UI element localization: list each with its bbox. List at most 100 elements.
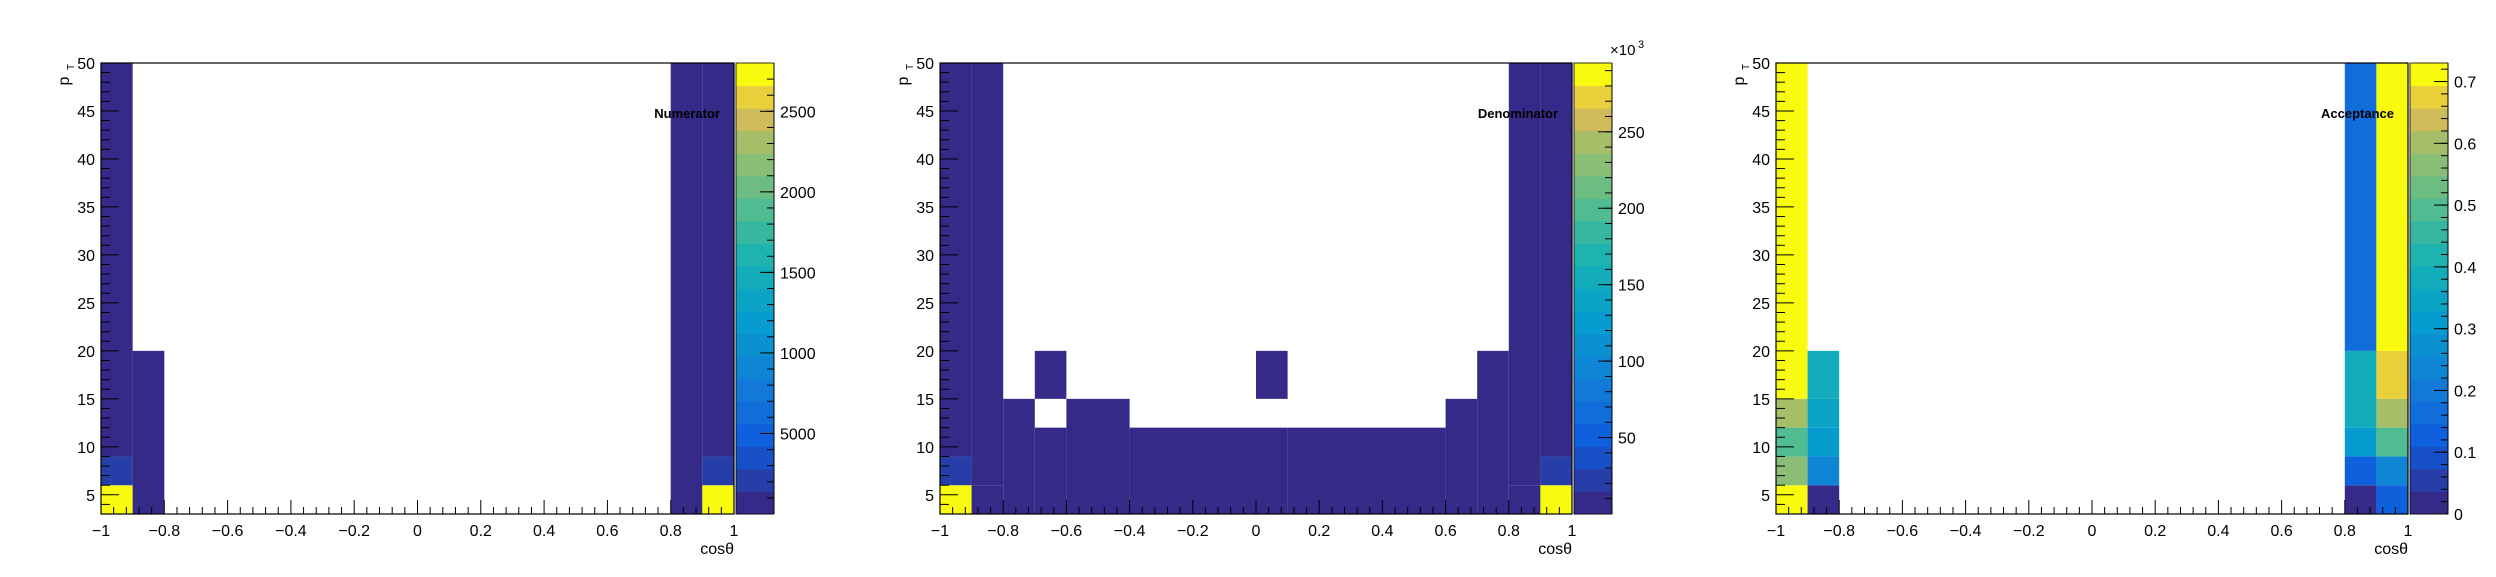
y-tick-label: 50 bbox=[77, 56, 95, 73]
heatmap-cell bbox=[2376, 427, 2408, 457]
color-scale-bin bbox=[736, 311, 774, 335]
y-tick-label: 45 bbox=[916, 104, 934, 121]
color-scale-bin bbox=[2410, 378, 2448, 402]
x-tick-label: −0.6 bbox=[212, 523, 244, 540]
z-tick-label: 0.3 bbox=[2454, 322, 2476, 339]
x-tick-label: 0.2 bbox=[1308, 523, 1330, 540]
color-scale-bin bbox=[2410, 265, 2448, 289]
y-tick-label: 30 bbox=[77, 248, 95, 265]
color-scale-bin bbox=[736, 175, 774, 199]
heatmap-cell bbox=[1776, 63, 1808, 399]
y-tick-label: 5 bbox=[1761, 488, 1770, 505]
y-axis-label: p bbox=[895, 76, 912, 85]
y-tick-label: 15 bbox=[77, 392, 95, 409]
color-scale-bin bbox=[2410, 85, 2448, 109]
color-scale-bin bbox=[2410, 198, 2448, 222]
color-scale-bin bbox=[736, 401, 774, 425]
heatmap-cell bbox=[2344, 427, 2377, 457]
x-tick-label: −0.8 bbox=[1823, 523, 1855, 540]
color-scale-bin bbox=[736, 333, 774, 357]
color-scale-bin bbox=[1574, 198, 1612, 222]
z-tick-label: 50 bbox=[1618, 431, 1636, 448]
y-tick-label: 10 bbox=[1752, 440, 1770, 457]
x-tick-label: −1 bbox=[92, 523, 110, 540]
x-axis-label: cosθ bbox=[1538, 541, 1572, 558]
heatmap-cell bbox=[1776, 398, 1808, 428]
heatmap-panel-1: −1 −0.8 −0.6 −0.4 −0.2 0 0.2 0.4 0.6 0.8 151015202… bbox=[56, 56, 816, 558]
heatmap-cell bbox=[1034, 427, 1067, 514]
color-scale-bin bbox=[736, 108, 774, 132]
x-tick-label: 0.4 bbox=[1371, 523, 1393, 540]
color-scale-bin bbox=[1574, 85, 1612, 109]
x-axis-label: cosθ bbox=[700, 541, 734, 558]
y-tick-label: 45 bbox=[1752, 104, 1770, 121]
z-tick-label: 0.6 bbox=[2454, 136, 2476, 153]
y-tick-label: 50 bbox=[916, 56, 934, 73]
color-scale-bin bbox=[736, 85, 774, 109]
color-scale-bin bbox=[1574, 491, 1612, 515]
x-tick-label: 0 bbox=[1252, 523, 1261, 540]
heatmap-cell bbox=[1807, 398, 1840, 428]
x-tick-label: −1 bbox=[931, 523, 949, 540]
z-tick-label: 100 bbox=[1618, 354, 1645, 371]
y-tick-label: 20 bbox=[916, 344, 934, 361]
x-tick-label: 0.6 bbox=[1434, 523, 1456, 540]
color-scale-bin bbox=[1574, 333, 1612, 357]
color-scale-bin bbox=[2410, 220, 2448, 244]
heatmap-cell bbox=[1256, 350, 1288, 399]
color-scale-bin bbox=[1574, 265, 1612, 289]
heatmap-cell bbox=[1776, 456, 1808, 486]
color-scale-bin bbox=[2410, 468, 2448, 492]
y-tick-label: 5 bbox=[86, 488, 95, 505]
x-tick-label: −0.8 bbox=[987, 523, 1019, 540]
y-tick-label: 45 bbox=[77, 104, 95, 121]
heatmap-cell bbox=[101, 456, 133, 486]
color-scale-bin bbox=[1574, 446, 1612, 470]
y-tick-label: 10 bbox=[916, 440, 934, 457]
y-tick-label: 5 bbox=[925, 488, 934, 505]
y-tick-label: 25 bbox=[916, 296, 934, 313]
color-scale-bin bbox=[1574, 243, 1612, 267]
color-scale-bin bbox=[1574, 175, 1612, 199]
x-tick-label: −0.2 bbox=[2013, 523, 2045, 540]
z-tick-label: 2500 bbox=[780, 104, 816, 121]
heatmap-cell bbox=[1540, 485, 1572, 514]
color-scale-bin bbox=[1574, 423, 1612, 447]
x-tick-label: 0.8 bbox=[660, 523, 682, 540]
color-scale-bin bbox=[736, 63, 774, 87]
color-scale-bin bbox=[736, 130, 774, 154]
color-scale-bin bbox=[736, 378, 774, 402]
heatmap-cell bbox=[1003, 398, 1035, 514]
x-tick-label: 0.8 bbox=[2334, 523, 2356, 540]
color-scale-bin bbox=[2410, 311, 2448, 335]
x-tick-label: 0.6 bbox=[596, 523, 618, 540]
heatmap-cell bbox=[1807, 350, 1840, 399]
x-tick-label: 0.2 bbox=[470, 523, 492, 540]
z-tick-label: 0.2 bbox=[2454, 383, 2476, 400]
x-tick-label: −0.4 bbox=[275, 523, 307, 540]
heatmap-cell bbox=[1776, 485, 1808, 514]
heatmap-cell bbox=[1034, 350, 1067, 399]
heatmap-cell bbox=[1477, 350, 1509, 514]
y-tick-label: 30 bbox=[916, 248, 934, 265]
heatmap-cell bbox=[1508, 63, 1541, 486]
color-scale-bin bbox=[2410, 175, 2448, 199]
heatmap-cell bbox=[971, 63, 1004, 486]
color-scale-bin bbox=[2410, 491, 2448, 515]
heatmap-cell bbox=[1540, 456, 1572, 486]
y-axis-label-subscript: T bbox=[905, 64, 916, 70]
heatmap-cell bbox=[1807, 427, 1840, 457]
y-tick-label: 40 bbox=[1752, 152, 1770, 169]
z-tick-label: 250 bbox=[1618, 125, 1645, 142]
color-scale-bin bbox=[2410, 130, 2448, 154]
y-tick-label: 35 bbox=[1752, 200, 1770, 217]
z-tick-label: 1000 bbox=[780, 346, 816, 363]
z-tick-label: 5000 bbox=[780, 426, 816, 443]
heatmap-cell bbox=[1807, 456, 1840, 486]
heatmap-cell bbox=[702, 485, 734, 514]
color-scale-bin bbox=[736, 423, 774, 447]
color-scale-bin bbox=[1574, 356, 1612, 380]
color-scale-bin bbox=[736, 153, 774, 177]
heatmap-cell bbox=[2376, 63, 2408, 351]
